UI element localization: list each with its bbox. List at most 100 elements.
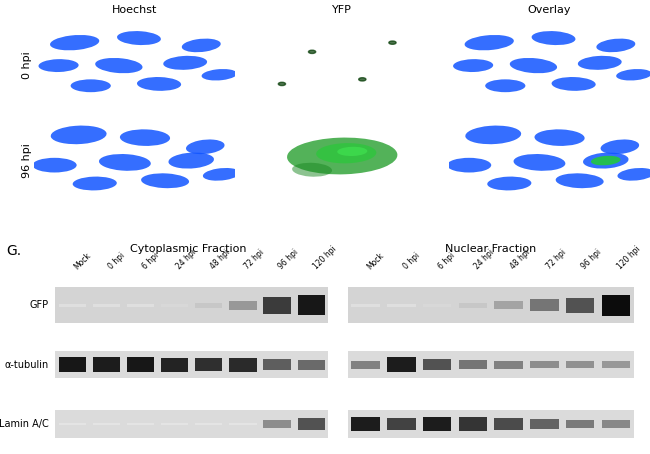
Text: A.: A. [42, 24, 55, 34]
Bar [229, 423, 257, 425]
Bar [55, 410, 328, 438]
Bar [458, 417, 488, 431]
Text: 120 hpi: 120 hpi [311, 245, 338, 271]
Bar [458, 303, 488, 308]
Bar [55, 287, 328, 323]
Ellipse shape [168, 153, 214, 168]
Bar [387, 357, 416, 372]
Ellipse shape [292, 163, 332, 177]
Ellipse shape [485, 79, 525, 92]
Text: 72 hpi: 72 hpi [545, 248, 567, 271]
Ellipse shape [601, 139, 639, 154]
Ellipse shape [120, 129, 170, 146]
Ellipse shape [616, 69, 650, 80]
Bar [601, 420, 630, 428]
Text: 0 hpi: 0 hpi [21, 52, 32, 79]
Ellipse shape [578, 56, 621, 70]
Bar [161, 304, 188, 307]
Bar [93, 304, 120, 307]
Ellipse shape [203, 168, 240, 181]
Ellipse shape [596, 39, 635, 52]
Bar [229, 301, 257, 310]
Bar [566, 298, 594, 313]
Text: 120 hpi: 120 hpi [616, 245, 643, 271]
Ellipse shape [514, 154, 566, 171]
Ellipse shape [137, 77, 181, 91]
Text: Mock: Mock [72, 251, 93, 271]
Ellipse shape [99, 154, 151, 171]
Bar [161, 358, 188, 372]
Text: 96 hpi: 96 hpi [277, 248, 300, 271]
Bar [263, 420, 291, 428]
Text: G.: G. [6, 244, 21, 258]
Ellipse shape [182, 39, 221, 52]
Bar [566, 361, 594, 368]
Bar [298, 296, 325, 315]
Text: GFP: GFP [30, 300, 49, 310]
Bar [530, 300, 559, 311]
Bar [348, 287, 634, 323]
Text: 96 hpi: 96 hpi [21, 143, 32, 178]
Bar [494, 301, 523, 309]
Text: YFP: YFP [332, 5, 352, 15]
Text: 96 hpi: 96 hpi [580, 248, 604, 271]
Bar [298, 419, 325, 429]
Circle shape [278, 82, 285, 86]
Bar [58, 423, 86, 425]
Bar [58, 304, 86, 307]
Bar [351, 304, 380, 307]
Text: E.: E. [250, 118, 261, 128]
Ellipse shape [583, 153, 629, 168]
Bar [161, 423, 188, 425]
Circle shape [359, 78, 366, 81]
Ellipse shape [552, 77, 595, 91]
Bar [127, 357, 154, 372]
Text: 24 hpi: 24 hpi [175, 248, 198, 271]
Bar [58, 357, 86, 372]
Bar [566, 419, 594, 428]
Text: Overlay: Overlay [528, 5, 571, 15]
Ellipse shape [202, 69, 237, 80]
Text: 6 hpi: 6 hpi [437, 252, 457, 271]
Ellipse shape [453, 59, 493, 72]
Bar [348, 351, 634, 379]
Text: D.: D. [42, 118, 55, 128]
Text: 48 hpi: 48 hpi [209, 248, 232, 271]
Ellipse shape [71, 79, 110, 92]
Ellipse shape [556, 173, 604, 188]
Ellipse shape [50, 35, 99, 50]
Bar [458, 360, 488, 369]
Ellipse shape [510, 58, 557, 73]
Text: C.: C. [457, 24, 469, 34]
Ellipse shape [95, 58, 142, 73]
Bar [298, 360, 325, 370]
Bar [530, 419, 559, 429]
Ellipse shape [186, 139, 224, 154]
Bar [229, 358, 257, 371]
Bar [387, 304, 416, 307]
Bar [530, 361, 559, 368]
Text: 0 hpi: 0 hpi [107, 252, 126, 271]
Ellipse shape [465, 126, 521, 144]
Text: Cytoplasmic Fraction: Cytoplasmic Fraction [130, 244, 247, 254]
Ellipse shape [73, 177, 117, 190]
Ellipse shape [337, 147, 367, 156]
Bar [348, 410, 634, 438]
Bar [601, 295, 630, 316]
Ellipse shape [141, 173, 189, 188]
Text: Nuclear Fraction: Nuclear Fraction [445, 244, 536, 254]
Circle shape [389, 41, 396, 44]
Text: B.: B. [250, 24, 262, 34]
Text: α-tubulin: α-tubulin [5, 360, 49, 370]
Bar [494, 418, 523, 430]
Ellipse shape [488, 177, 532, 190]
Text: Lamin A/C: Lamin A/C [0, 419, 49, 429]
Bar [351, 360, 380, 369]
Bar [422, 304, 451, 307]
Bar [195, 303, 222, 308]
Ellipse shape [316, 143, 376, 163]
Ellipse shape [32, 158, 77, 173]
Ellipse shape [38, 59, 79, 72]
Text: 24 hpi: 24 hpi [473, 248, 496, 271]
Text: Hoechst: Hoechst [112, 5, 157, 15]
